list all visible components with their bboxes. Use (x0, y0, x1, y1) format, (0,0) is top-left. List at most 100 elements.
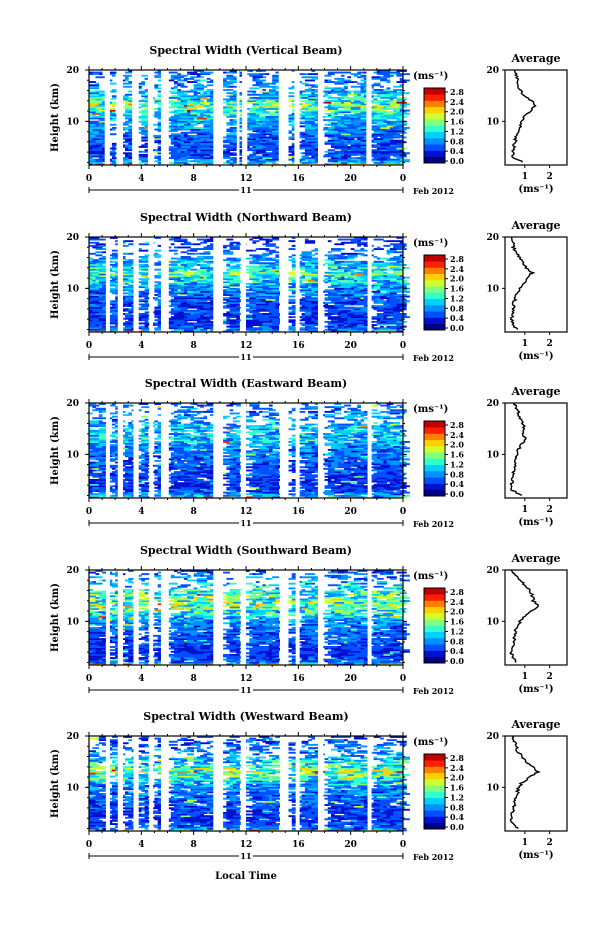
heatmap-cell (337, 268, 345, 271)
heatmap-cell (138, 265, 142, 268)
heatmap-cell (144, 150, 149, 153)
heatmap-cell (265, 141, 270, 144)
heatmap-cell (252, 111, 263, 114)
heatmap-cell (89, 85, 100, 88)
heatmap-cell (200, 324, 204, 326)
heatmap-cell (314, 309, 319, 312)
heatmap-cell (350, 298, 355, 301)
heatmap-cell (92, 131, 96, 134)
heatmap-cell (206, 131, 211, 134)
heatmap-cell (327, 477, 338, 480)
heatmap-cell (138, 330, 145, 333)
heatmap-cell (170, 472, 181, 475)
heatmap-cell (183, 278, 195, 281)
heatmap-cell (196, 260, 201, 263)
heatmap-cell (373, 472, 384, 475)
heatmap-cell (255, 122, 266, 125)
heatmap-cell (311, 96, 322, 99)
heatmap-cell (337, 480, 342, 483)
heatmap-cell (229, 79, 240, 82)
heatmap-cell (167, 276, 178, 279)
heatmap-cell (196, 295, 208, 298)
heatmap-cell (265, 265, 270, 268)
heatmap-cell (347, 139, 352, 142)
heatmap-cell (268, 89, 276, 91)
heatmap-cell (141, 104, 152, 107)
heatmap-cell (229, 479, 237, 481)
heatmap-cell (95, 133, 100, 136)
heatmap-cell (288, 325, 296, 328)
heatmap-cell (396, 496, 407, 499)
heatmap-cell (170, 249, 178, 252)
heatmap-cell (246, 294, 250, 296)
heatmap-cell (232, 130, 240, 133)
heatmap-cell (268, 251, 280, 254)
heatmap-cell (259, 85, 270, 88)
y-axis-label: Height (km) (50, 250, 61, 319)
heatmap-cell (304, 471, 316, 473)
heatmap-cell (334, 320, 345, 323)
heatmap-cell (393, 482, 397, 485)
heatmap-cell (376, 104, 381, 107)
heatmap-cell (327, 263, 338, 266)
heatmap-cell (389, 292, 397, 295)
heatmap-cell (373, 149, 381, 152)
heatmap-cell (301, 471, 306, 473)
heatmap-cell (337, 71, 345, 74)
heatmap-cell (177, 142, 181, 145)
heatmap-cell (98, 320, 109, 323)
heatmap-cell (128, 485, 139, 488)
heatmap-cell (174, 117, 185, 120)
heatmap-cell (376, 322, 387, 325)
heatmap-cell (193, 273, 198, 276)
heatmap-cell (268, 472, 280, 475)
heatmap-cell (121, 85, 132, 88)
heatmap-cell (174, 479, 181, 481)
heatmap-cell (187, 103, 194, 106)
heatmap-cell (200, 260, 204, 263)
heatmap-cell (128, 142, 136, 145)
heatmap-cell (304, 139, 316, 142)
heatmap-cell (167, 125, 172, 128)
heatmap-cell (196, 289, 208, 292)
heatmap-cell (203, 324, 208, 326)
heatmap-cell (183, 490, 195, 492)
heatmap-cell (210, 103, 214, 106)
data-gap (132, 70, 139, 165)
heatmap-cell (389, 257, 401, 260)
average-profile-line (510, 236, 536, 330)
heatmap-cell (337, 123, 345, 126)
heatmap-cell (249, 90, 257, 93)
heatmap-cell (337, 278, 345, 281)
heatmap-cell (232, 292, 244, 295)
heatmap-cell (396, 330, 404, 333)
heatmap-cell (95, 100, 103, 102)
heatmap-cell (177, 292, 181, 295)
heatmap-cell (396, 101, 407, 104)
panel-title: Spectral Width (Vertical Beam) (149, 44, 342, 57)
heatmap-cell (249, 120, 260, 123)
heatmap-cell (386, 111, 397, 114)
heatmap-cell (180, 282, 185, 285)
heatmap-cell (396, 157, 404, 159)
heatmap-cell (373, 120, 384, 123)
heatmap-cell (141, 74, 152, 77)
heatmap-cell (259, 103, 270, 106)
heatmap-cell (344, 122, 351, 125)
heatmap-cell (141, 469, 149, 472)
heatmap-cell (301, 289, 312, 292)
heatmap-cell (376, 257, 381, 260)
heatmap-cell (226, 76, 237, 79)
heatmap-cell (229, 295, 237, 298)
heatmap-cell (383, 482, 388, 485)
heatmap-cell (206, 327, 211, 330)
heatmap-cell (196, 161, 204, 164)
heatmap-cell (334, 77, 345, 80)
heatmap-cell (206, 488, 214, 491)
heatmap-cell (265, 144, 270, 147)
heatmap-cell (154, 284, 159, 287)
heatmap-cell (324, 92, 329, 95)
heatmap-cell (386, 480, 394, 483)
heatmap-cell (89, 114, 96, 117)
heatmap-cell (308, 486, 312, 489)
